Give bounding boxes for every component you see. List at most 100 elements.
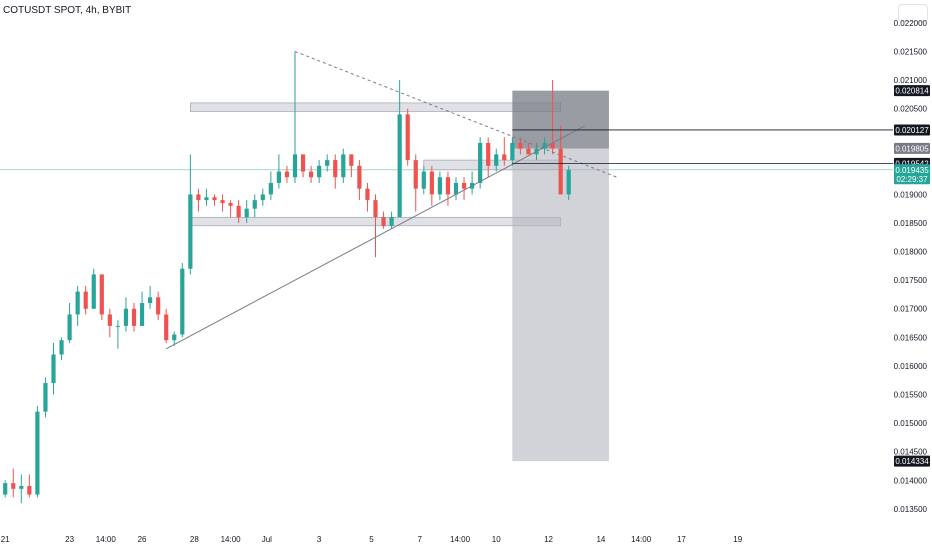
candle-58 [470, 171, 475, 195]
candle-body [19, 485, 24, 489]
price-axis[interactable]: 0.013500 0.014000 0.014500 0.015000 0.015500… [894, 19, 928, 514]
candle-6 [51, 343, 56, 395]
chart-title: COTUSDT SPOT, 4h, BYBIT [3, 5, 132, 16]
candle-body [75, 291, 80, 315]
support-trendline [165, 125, 586, 350]
candle-51 [413, 154, 418, 212]
price-tag-2: 0.019805 [894, 142, 930, 154]
candle-39 [317, 160, 322, 183]
candle-63 [510, 137, 515, 166]
candle-20 [164, 308, 169, 344]
y-tick-label-6: 0.016500 [894, 333, 928, 342]
y-tick-label-14: 0.021500 [894, 47, 928, 56]
y-tick-label-12: 0.020500 [894, 105, 928, 114]
candle-body [381, 217, 386, 226]
x-tick-label-2: 14:00 [96, 535, 117, 544]
candle-1 [11, 468, 16, 498]
candle-68 [550, 80, 555, 155]
price-tag-box [894, 455, 930, 467]
candle-9 [75, 285, 80, 326]
candle-body [35, 411, 40, 495]
trendlines-layer[interactable] [165, 50, 618, 350]
candle-37 [300, 154, 306, 178]
candle-body [131, 308, 137, 326]
candle-body [139, 303, 145, 326]
candle-body [3, 483, 8, 495]
x-tick-label-4: 28 [190, 535, 199, 544]
price-tag-label: 0.019435 [895, 166, 929, 175]
candle-43 [349, 154, 354, 178]
candle-body [341, 154, 346, 178]
y-tick-label-13: 0.021000 [894, 76, 928, 85]
position-tool[interactable] [512, 90, 609, 462]
x-tick-label-9: 7 [418, 535, 423, 544]
candle-50 [405, 108, 410, 166]
candle-56 [453, 177, 459, 201]
price-tag-0: 0.020814 [894, 85, 930, 97]
price-tag-label: 0.020127 [895, 126, 929, 135]
candle-0 [3, 480, 8, 498]
candle-body [180, 268, 185, 335]
y-tick-label-2: 0.014500 [894, 448, 928, 457]
candle-32 [260, 188, 265, 206]
candle-body [196, 194, 201, 201]
candle-3 [27, 474, 32, 498]
candle-body [558, 148, 563, 195]
time-axis[interactable]: 21 23 14:00 26 28 14:00 Jul 3 5 7 14:00 10 12 14 14:00… [1, 535, 743, 544]
x-tick-label-13: 14 [596, 535, 605, 544]
candle-body [188, 194, 193, 269]
candle-body [437, 177, 442, 195]
candle-60 [486, 137, 491, 178]
candle-body [309, 171, 314, 178]
candle-body [317, 165, 322, 178]
price-tag-box [894, 164, 930, 185]
x-tick-label-10: 14:00 [450, 535, 471, 544]
y-tick-label-4: 0.015500 [894, 391, 928, 400]
candle-40 [325, 154, 330, 172]
x-tick-label-15: 17 [677, 535, 686, 544]
candle-4 [35, 405, 40, 498]
candle-55 [445, 171, 451, 206]
candle-body [51, 354, 56, 384]
candle-body [252, 200, 257, 209]
candle-body [228, 202, 233, 206]
price-tag-box [894, 142, 930, 154]
candle-body [566, 169, 571, 195]
candle-17 [139, 291, 145, 326]
chart-settings-button[interactable] [898, 4, 928, 22]
candle-29 [236, 200, 241, 223]
candle-11 [91, 268, 96, 309]
candle-38 [309, 165, 314, 183]
candle-body [260, 194, 265, 201]
candle-body [453, 182, 459, 195]
candle-body [172, 334, 177, 341]
candle-48 [389, 211, 394, 229]
candle-body [204, 197, 209, 201]
candle-49 [397, 80, 402, 218]
candle-44 [357, 160, 362, 201]
candle-22 [180, 263, 185, 338]
candle-31 [252, 194, 257, 218]
candle-69 [558, 125, 563, 195]
candle-body [461, 182, 467, 189]
candle-body [292, 154, 298, 178]
y-tick-label-7: 0.017000 [894, 305, 928, 314]
candle-67 [542, 137, 547, 155]
x-tick-label-1: 23 [65, 535, 74, 544]
y-tick-label-15: 0.022000 [894, 19, 928, 28]
candle-15 [123, 297, 129, 332]
candle-53 [429, 165, 434, 206]
candle-body [518, 142, 523, 149]
candle-47 [381, 211, 386, 229]
candle-body [59, 340, 64, 355]
candle-36 [292, 51, 298, 183]
candle-18 [148, 285, 153, 309]
candle-body [357, 165, 362, 189]
candle-body [83, 291, 88, 309]
candle-64 [518, 137, 523, 155]
candle-65 [526, 142, 531, 155]
x-tick-label-8: 5 [369, 535, 374, 544]
candle-body [365, 188, 370, 201]
